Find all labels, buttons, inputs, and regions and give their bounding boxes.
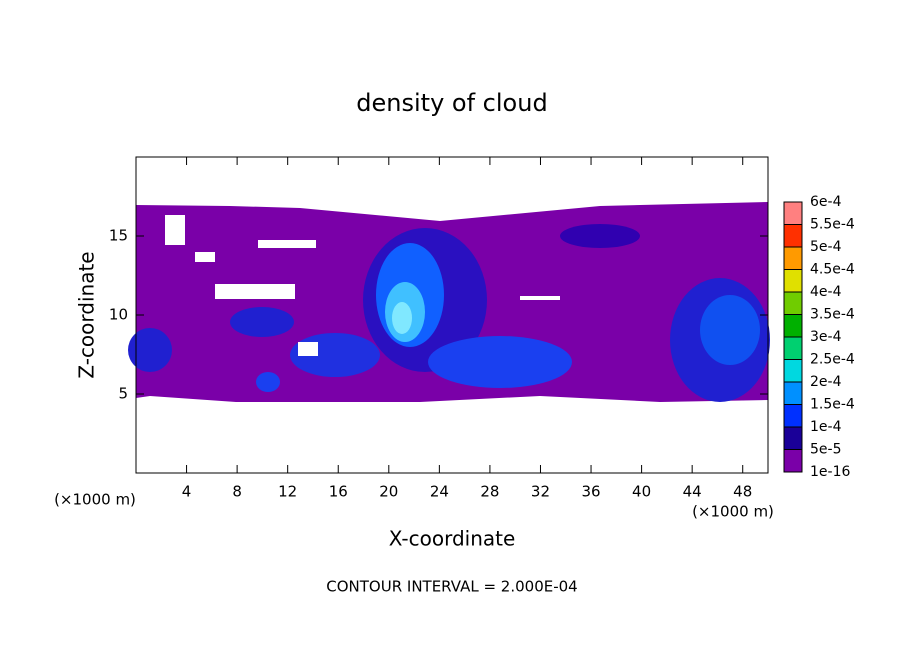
- colorbar-swatch: [784, 314, 802, 337]
- y-tick-label: 15: [109, 227, 128, 245]
- colorbar-label: 4e-4: [810, 284, 842, 300]
- colorbar-swatch: [784, 292, 802, 315]
- field-region: [392, 302, 412, 334]
- x-tick-label: 36: [581, 483, 600, 501]
- colorbar-swatch: [784, 449, 802, 472]
- x-axis-label: X-coordinate: [389, 527, 516, 551]
- y-tick-label: 10: [109, 306, 128, 324]
- x-unit-label: (×1000 m): [54, 491, 136, 509]
- x-tick-label: 16: [329, 483, 348, 501]
- chart-title: density of cloud: [356, 89, 547, 117]
- colorbar-swatch: [784, 359, 802, 382]
- colorbar-swatch: [784, 404, 802, 427]
- field-region: [428, 336, 572, 388]
- colorbar-label: 3.5e-4: [810, 307, 855, 323]
- colorbar-swatch: [784, 269, 802, 292]
- footnote: CONTOUR INTERVAL = 2.000E-04: [326, 578, 577, 596]
- contour-field: [128, 202, 770, 402]
- field-region: [230, 307, 294, 337]
- x-tick-label: 24: [430, 483, 449, 501]
- colorbar-label: 5e-5: [810, 442, 841, 458]
- colorbar-label: 1e-4: [810, 419, 842, 435]
- colorbar-swatch: [784, 224, 802, 247]
- y-axis-label: Z-coordinate: [75, 251, 99, 378]
- colorbar-label: 3e-4: [810, 329, 842, 345]
- x-tick-label: 28: [480, 483, 499, 501]
- x-tick-label: 44: [683, 483, 702, 501]
- x-tick-label: 20: [379, 483, 398, 501]
- x-tick-label: 48: [733, 483, 752, 501]
- field-gap: [165, 215, 185, 245]
- colorbar-label: 2.5e-4: [810, 352, 855, 368]
- field-gap: [298, 342, 318, 356]
- field-gap: [215, 284, 295, 299]
- field-gap: [195, 252, 215, 262]
- colorbar-swatch: [784, 382, 802, 405]
- field-region: [560, 224, 640, 248]
- x-tick-label: 12: [278, 483, 297, 501]
- colorbar-label: 5e-4: [810, 239, 842, 255]
- x-tick-label: 40: [632, 483, 651, 501]
- colorbar-swatch: [784, 247, 802, 270]
- field-gap: [520, 296, 560, 300]
- field-region: [256, 372, 280, 392]
- colorbar-label: 5.5e-4: [810, 217, 855, 233]
- colorbar-label: 6e-4: [810, 194, 842, 210]
- field-region: [128, 328, 172, 372]
- field-region: [700, 295, 760, 365]
- colorbar-label: 2e-4: [810, 374, 842, 390]
- x-tick-label: 32: [531, 483, 550, 501]
- colorbar-swatch: [784, 337, 802, 360]
- colorbar-swatch: [784, 202, 802, 225]
- x-tick-label: 8: [232, 483, 242, 501]
- colorbar-label: 1e-16: [810, 464, 850, 480]
- x-tick-label: 4: [182, 483, 192, 501]
- colorbar-swatch: [784, 427, 802, 450]
- colorbar-label: 4.5e-4: [810, 262, 855, 278]
- x-unit-label: (×1000 m): [692, 503, 774, 521]
- colorbar-label: 1.5e-4: [810, 397, 855, 413]
- y-tick-label: 5: [118, 385, 128, 403]
- field-gap: [258, 240, 316, 248]
